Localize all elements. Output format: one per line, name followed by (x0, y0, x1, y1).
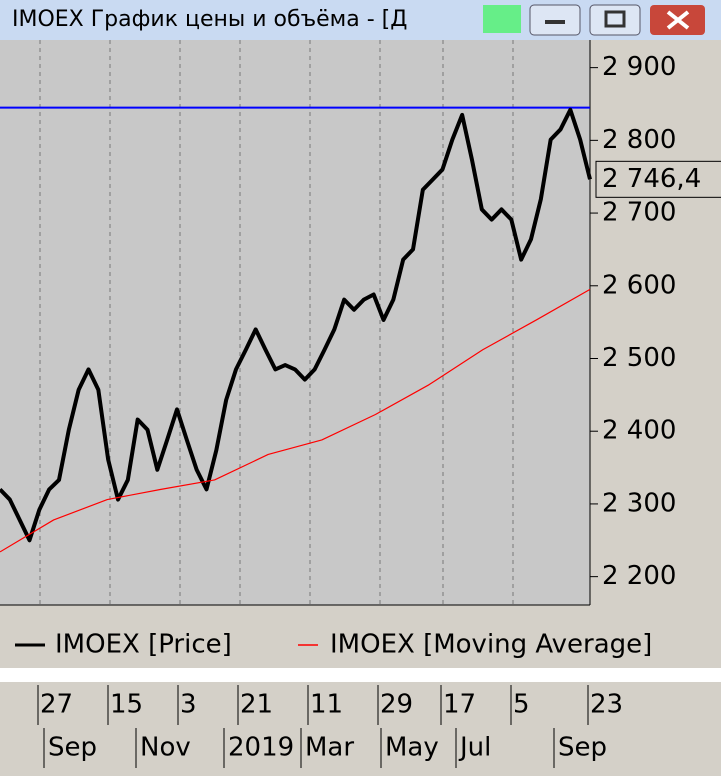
y-tick-label: 2 200 (602, 561, 676, 591)
series-line (0, 288, 591, 553)
legend-label: IMOEX [Price] (55, 630, 232, 660)
x-day-label: 17 (443, 690, 476, 720)
x-month-label: Nov (140, 733, 191, 763)
link-button[interactable] (483, 5, 521, 33)
x-month-label: Sep (558, 733, 607, 763)
y-tick-label: 2 700 (602, 198, 676, 228)
close-icon (666, 10, 690, 30)
separator (0, 668, 721, 682)
x-day-label: 23 (590, 690, 623, 720)
x-day-label: 3 (180, 690, 197, 720)
y-tick-label: 2 300 (602, 488, 676, 518)
plot-area (0, 40, 590, 605)
x-day-label: 21 (240, 690, 273, 720)
x-day-label: 29 (380, 690, 413, 720)
x-month-label: May (385, 733, 439, 763)
x-day-label: 11 (310, 690, 343, 720)
y-tick-label: 2 500 (602, 343, 676, 373)
series-line (0, 107, 592, 543)
minimize-icon (545, 20, 565, 24)
maximize-icon (604, 10, 626, 28)
x-month-label: Sep (48, 733, 97, 763)
x-day-label: 27 (40, 690, 73, 720)
legend-label: IMOEX [Moving Average] (330, 630, 652, 660)
x-month-label: Jul (458, 733, 491, 763)
y-tick-label: 2 900 (602, 52, 676, 82)
x-day-label: 15 (110, 690, 143, 720)
y-tick-label: 2 400 (602, 416, 676, 446)
y-tick-label: 2 800 (602, 125, 676, 155)
x-month-label: 2019 (228, 733, 294, 763)
window-title: IMOEX График цены и объёма - [Д (12, 7, 407, 32)
last-value-box (595, 160, 721, 198)
last-value-label: 2 746,4 (602, 164, 701, 194)
x-day-label: 5 (513, 690, 530, 720)
maximize-button[interactable] (589, 4, 641, 36)
x-month-label: Mar (305, 733, 354, 763)
y-tick-label: 2 600 (602, 270, 676, 300)
